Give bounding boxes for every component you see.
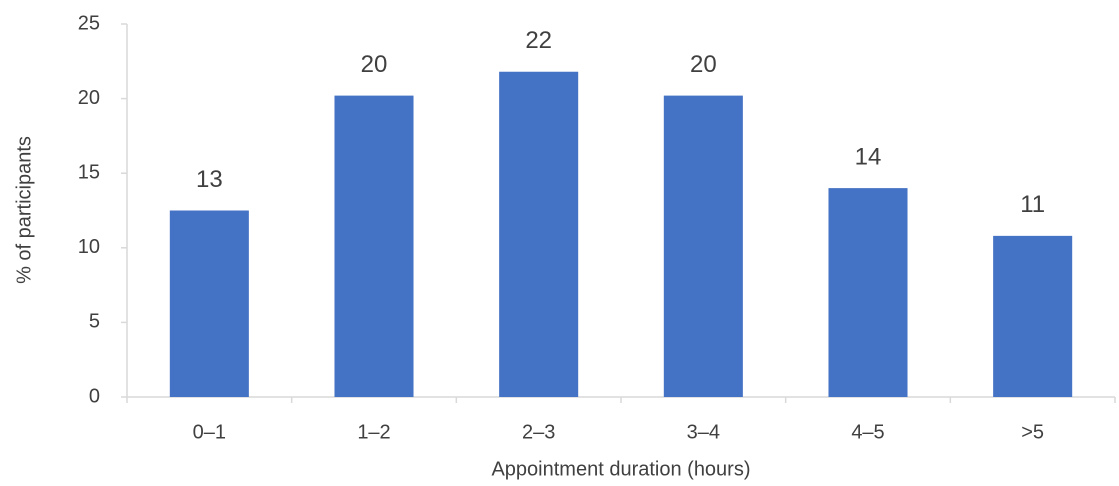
x-tick-label: >5 [1021, 421, 1044, 443]
x-tick-label: 0–1 [193, 421, 226, 443]
x-tick-label: 1–2 [357, 421, 390, 443]
y-tick-label: 15 [78, 161, 100, 183]
y-tick-label: 0 [89, 385, 100, 407]
bar [663, 95, 743, 397]
value-label: 14 [855, 143, 882, 170]
x-tick-label: 2–3 [522, 421, 555, 443]
y-tick-label: 25 [78, 12, 100, 34]
value-label: 20 [361, 51, 388, 78]
value-label: 13 [196, 166, 223, 193]
bar [499, 71, 579, 397]
x-tick-label: 3–4 [687, 421, 720, 443]
value-label: 20 [690, 51, 717, 78]
bar [169, 210, 249, 397]
value-label: 22 [525, 27, 552, 54]
y-tick-label: 20 [78, 87, 100, 109]
y-tick-label: 5 [89, 311, 100, 333]
x-tick-label: 4–5 [851, 421, 884, 443]
y-axis-title: % of participants [13, 136, 35, 284]
bar [828, 188, 908, 397]
x-axis-title: Appointment duration (hours) [491, 458, 750, 480]
bar [993, 235, 1073, 397]
y-tick-label: 10 [78, 236, 100, 258]
value-label: 11 [1020, 191, 1045, 218]
bar [334, 95, 414, 397]
